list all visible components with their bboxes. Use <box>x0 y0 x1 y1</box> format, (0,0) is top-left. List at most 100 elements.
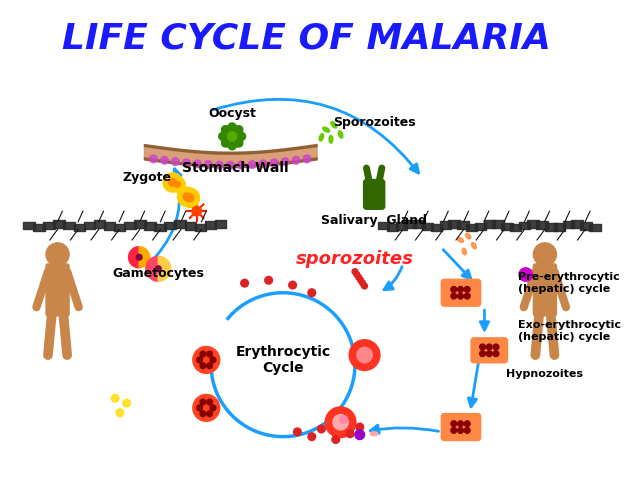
Ellipse shape <box>370 432 378 436</box>
Circle shape <box>221 139 229 147</box>
Circle shape <box>200 411 206 417</box>
FancyBboxPatch shape <box>46 264 69 316</box>
Ellipse shape <box>204 161 212 169</box>
Circle shape <box>200 351 206 357</box>
Circle shape <box>457 421 463 427</box>
Circle shape <box>493 344 499 350</box>
Circle shape <box>451 286 457 292</box>
Ellipse shape <box>259 160 267 168</box>
Circle shape <box>339 416 347 423</box>
Circle shape <box>200 399 206 405</box>
Text: sporozoites: sporozoites <box>296 250 414 268</box>
Ellipse shape <box>150 155 158 163</box>
Circle shape <box>228 123 236 131</box>
Wedge shape <box>128 247 139 268</box>
Text: Oocyst: Oocyst <box>208 107 256 120</box>
Circle shape <box>356 274 362 280</box>
Circle shape <box>480 344 486 350</box>
Ellipse shape <box>248 161 256 169</box>
Ellipse shape <box>319 134 323 141</box>
Circle shape <box>210 357 216 363</box>
Circle shape <box>175 182 181 187</box>
Circle shape <box>318 425 325 433</box>
Circle shape <box>519 268 533 281</box>
Circle shape <box>357 347 372 363</box>
Circle shape <box>451 421 457 427</box>
Text: Exo-erythrocytic
(hepatic) cycle: Exo-erythrocytic (hepatic) cycle <box>518 320 621 342</box>
FancyBboxPatch shape <box>533 264 556 316</box>
Circle shape <box>346 430 354 438</box>
Circle shape <box>533 243 556 266</box>
Circle shape <box>355 430 364 440</box>
Circle shape <box>238 133 246 140</box>
Ellipse shape <box>465 233 471 239</box>
Circle shape <box>360 280 366 286</box>
Circle shape <box>137 254 142 260</box>
Circle shape <box>352 269 358 274</box>
Circle shape <box>486 344 492 350</box>
Circle shape <box>156 266 161 272</box>
Text: Zygote: Zygote <box>122 171 171 184</box>
Circle shape <box>210 405 216 411</box>
Ellipse shape <box>182 159 190 167</box>
Circle shape <box>354 272 360 277</box>
Wedge shape <box>158 256 171 281</box>
Circle shape <box>193 346 219 373</box>
Circle shape <box>183 193 191 201</box>
Ellipse shape <box>329 136 333 143</box>
Ellipse shape <box>457 238 464 242</box>
Circle shape <box>221 125 244 148</box>
Circle shape <box>457 428 463 433</box>
Circle shape <box>265 276 272 284</box>
FancyBboxPatch shape <box>364 180 385 209</box>
Circle shape <box>186 194 194 202</box>
Ellipse shape <box>161 157 168 164</box>
Circle shape <box>228 142 236 150</box>
Circle shape <box>122 399 130 407</box>
Text: Salivary  Gland: Salivary Gland <box>321 214 427 228</box>
Circle shape <box>241 279 248 287</box>
FancyBboxPatch shape <box>441 414 480 441</box>
Ellipse shape <box>338 131 343 138</box>
Circle shape <box>177 187 197 206</box>
Ellipse shape <box>271 159 278 167</box>
Ellipse shape <box>226 161 234 169</box>
Circle shape <box>480 351 486 356</box>
Circle shape <box>362 283 367 289</box>
Circle shape <box>170 177 185 192</box>
Circle shape <box>46 243 69 266</box>
Circle shape <box>197 405 202 411</box>
Circle shape <box>163 173 182 192</box>
Circle shape <box>464 428 470 433</box>
Ellipse shape <box>331 122 337 128</box>
Circle shape <box>451 428 457 433</box>
Circle shape <box>457 293 463 299</box>
Circle shape <box>308 433 316 441</box>
Ellipse shape <box>237 161 245 169</box>
Text: Stomach Wall: Stomach Wall <box>182 161 288 175</box>
Circle shape <box>325 407 356 438</box>
FancyBboxPatch shape <box>471 338 507 363</box>
Text: Gametocytes: Gametocytes <box>112 267 204 280</box>
Wedge shape <box>146 256 158 281</box>
Text: LIFE CYCLE OF MALARIA: LIFE CYCLE OF MALARIA <box>62 22 551 56</box>
Circle shape <box>464 286 470 292</box>
Circle shape <box>457 286 463 292</box>
Ellipse shape <box>292 157 300 164</box>
FancyBboxPatch shape <box>441 279 480 306</box>
Circle shape <box>308 289 316 297</box>
Wedge shape <box>139 247 150 268</box>
Circle shape <box>464 421 470 427</box>
Circle shape <box>111 394 119 402</box>
Ellipse shape <box>193 160 201 168</box>
Text: Erythrocytic
Cycle: Erythrocytic Cycle <box>235 345 330 375</box>
Circle shape <box>169 179 177 186</box>
Circle shape <box>221 126 229 134</box>
Circle shape <box>235 126 243 134</box>
Circle shape <box>349 340 380 370</box>
Circle shape <box>333 415 348 430</box>
Circle shape <box>293 428 301 436</box>
Ellipse shape <box>216 161 223 169</box>
Circle shape <box>356 423 364 431</box>
Circle shape <box>493 351 499 356</box>
